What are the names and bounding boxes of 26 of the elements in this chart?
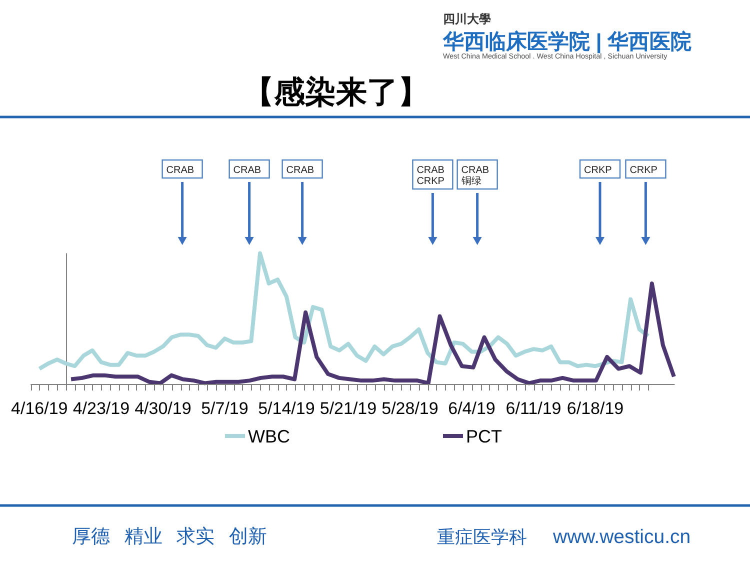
text: CRKP xyxy=(630,165,658,176)
text: 华西临床医学院 | 华西医院 xyxy=(442,30,692,54)
x-tick-label: 4/23/19 xyxy=(72,399,130,418)
text: CRAB xyxy=(233,165,262,176)
x-tick-label: 4/30/19 xyxy=(134,399,192,418)
x-tick-label: 6/11/19 xyxy=(506,399,562,418)
text: 重症医学科 xyxy=(437,527,527,547)
text: CRAB 铜绿 xyxy=(460,165,490,187)
legend-label: PCT xyxy=(466,426,502,446)
text: CRAB CRKP xyxy=(416,165,445,187)
chart-title: 【感染来了】 xyxy=(243,74,429,110)
text: 四川大學 xyxy=(443,12,491,26)
text: www.westicu.cn xyxy=(552,526,691,548)
x-tick-label: 6/4/19 xyxy=(448,399,496,418)
x-tick-label: 5/28/19 xyxy=(382,399,438,418)
x-tick-label: 5/7/19 xyxy=(201,399,248,418)
legend: WBC PCT xyxy=(225,426,502,446)
text: CRKP xyxy=(584,165,612,176)
x-tick-label: 4/16/19 xyxy=(11,399,68,418)
text: 厚德 精业 求实 创新 xyxy=(72,526,267,548)
text: CRAB xyxy=(286,165,314,176)
x-tick-label: 5/14/19 xyxy=(258,399,315,418)
legend-label: WBC xyxy=(248,426,290,446)
text: CRAB xyxy=(166,165,194,176)
x-tick-label: 6/18/19 xyxy=(566,399,624,418)
x-tick-label: 5/21/19 xyxy=(320,399,377,418)
